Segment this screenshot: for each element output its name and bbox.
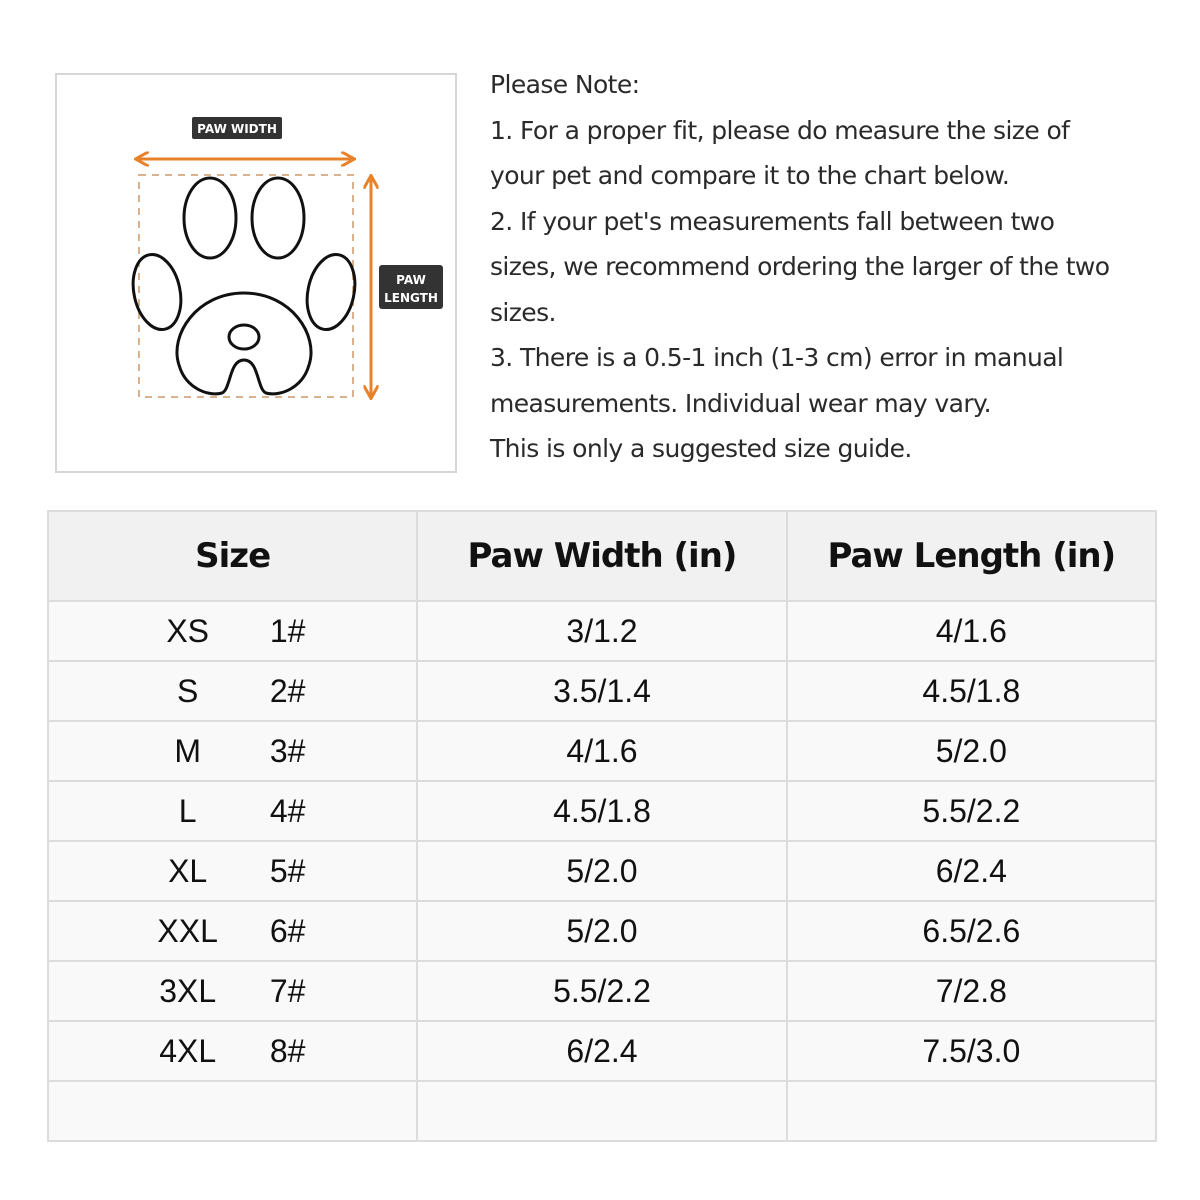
size-cell: XL 5#: [46, 840, 419, 902]
size-label: 4XL: [159, 1032, 217, 1069]
size-cell: XXL 6#: [46, 900, 419, 962]
paw-width-cell: 5/2.0: [416, 900, 788, 962]
size-label: XL: [168, 852, 208, 889]
paw-length-cell: 5/2.0: [785, 720, 1158, 782]
note-line: your pet and compare it to the chart bel…: [490, 161, 1010, 190]
size-label: 3XL: [159, 972, 217, 1009]
paw-length-cell: 6.5/2.6: [785, 900, 1158, 962]
note-line: Please Note:: [490, 70, 640, 99]
table-row: S 2# 3.5/1.4 4.5/1.8: [46, 660, 1158, 722]
paw-width-cell: 3/1.2: [416, 600, 788, 662]
size-cell: 4XL 8#: [46, 1020, 419, 1082]
note-line: sizes, we recommend ordering the larger …: [490, 252, 1110, 281]
table-row: XS 1# 3/1.2 4/1.6: [46, 600, 1158, 662]
paw-width-cell: 4.5/1.8: [416, 780, 788, 842]
size-label: XXL: [157, 912, 218, 949]
note-line: 2. If your pet's measurements fall betwe…: [490, 206, 1055, 236]
note-line: This is only a suggested size guide.: [490, 434, 912, 463]
size-number: 4#: [269, 792, 306, 829]
paw-print-icon: PAW WIDTH PAW LENGTH: [131, 117, 443, 471]
size-label: M: [174, 732, 201, 769]
size-number: 6#: [269, 912, 306, 949]
size-cell: XS 1#: [46, 600, 419, 662]
empty-row: [46, 1080, 1158, 1142]
table-row: M 3# 4/1.6 5/2.0: [46, 720, 1158, 782]
note-line: 3. There is a 0.5-1 inch (1-3 cm) error …: [490, 343, 1064, 372]
size-number: 3#: [269, 732, 306, 769]
header-size: Size: [46, 510, 419, 602]
paw-length-cell: 7/2.8: [785, 960, 1158, 1022]
paw-length-cell: 5.5/2.2: [785, 780, 1158, 842]
paw-measurement-diagram: PAW WIDTH PAW LENGTH: [55, 73, 457, 473]
paw-width-cell: 3.5/1.4: [416, 660, 788, 722]
note-line: measurements. Individual wear may vary.: [490, 388, 992, 418]
header-paw-length: Paw Length (in): [785, 510, 1158, 602]
empty-cell: [416, 1080, 788, 1142]
table-row: 3XL 7# 5.5/2.2 7/2.8: [46, 960, 1158, 1022]
size-cell: S 2#: [46, 660, 419, 722]
note-line: sizes.: [490, 297, 556, 327]
size-label: XS: [166, 612, 209, 649]
svg-text:LENGTH: LENGTH: [384, 291, 438, 305]
paw-width-cell: 5.5/2.2: [416, 960, 788, 1022]
size-cell: 3XL 7#: [46, 960, 419, 1022]
size-cell: L 4#: [46, 780, 419, 842]
empty-cell: [785, 1080, 1158, 1142]
paw-length-cell: 4/1.6: [785, 600, 1158, 662]
svg-text:PAW: PAW: [396, 273, 426, 287]
size-label: L: [178, 792, 197, 829]
note-line: 1. For a proper fit, please do measure t…: [490, 115, 1070, 145]
table-row: XXL 6# 5/2.0 6.5/2.6: [46, 900, 1158, 962]
size-label: S: [176, 672, 199, 709]
size-number: 7#: [269, 972, 306, 1009]
please-note: Please Note: 1. For a proper fit, please…: [490, 62, 1170, 472]
paw-width-cell: 5/2.0: [416, 840, 788, 902]
paw-length-cell: 4.5/1.8: [785, 660, 1158, 722]
paw-length-cell: 6/2.4: [785, 840, 1158, 902]
paw-width-label: PAW WIDTH: [197, 122, 277, 136]
empty-cell: [46, 1080, 419, 1142]
size-number: 2#: [269, 672, 306, 709]
size-number: 1#: [269, 612, 306, 649]
paw-width-cell: 6/2.4: [416, 1020, 788, 1082]
table-row: XL 5# 5/2.0 6/2.4: [46, 840, 1158, 902]
size-table: Size Paw Width (in) Paw Length (in) XS 1#…: [46, 510, 1158, 1142]
header-paw-width: Paw Width (in): [416, 510, 788, 602]
paw-length-cell: 7.5/3.0: [785, 1020, 1158, 1082]
size-number: 8#: [269, 1032, 306, 1069]
size-cell: M 3#: [46, 720, 419, 782]
table-row: L 4# 4.5/1.8 5.5/2.2: [46, 780, 1158, 842]
paw-width-cell: 4/1.6: [416, 720, 788, 782]
table-row: 4XL 8# 6/2.4 7.5/3.0: [46, 1020, 1158, 1082]
size-number: 5#: [269, 852, 306, 889]
